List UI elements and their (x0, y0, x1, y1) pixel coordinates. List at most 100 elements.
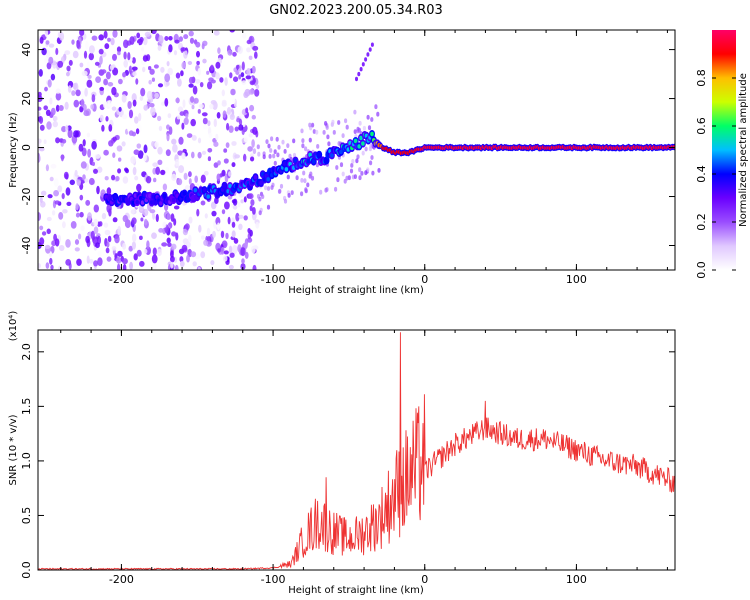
spectrogram-noise-cell (55, 92, 62, 101)
spectrogram-noise-cell (167, 242, 172, 247)
spectrogram-noise-cell (168, 126, 173, 135)
spectrogram-noise-cell (125, 168, 129, 174)
spectrogram-noise-cell (90, 230, 95, 240)
spectrogram-noise-cell (88, 52, 95, 61)
spectrogram-noise-cell (136, 32, 141, 39)
spectrogram-noise-cell (55, 47, 59, 56)
spectrogram-noise-cell (213, 118, 217, 128)
spectrogram-noise-cell (73, 99, 80, 108)
spectrogram-noise-cell (376, 111, 380, 117)
spectrogram-noise-cell (202, 117, 208, 125)
spectrogram-noise-cell (149, 209, 156, 214)
spectrogram-noise-cell (252, 207, 256, 215)
spectrogram-noise-cell (255, 221, 260, 229)
spectrogram-noise-cell (334, 186, 338, 192)
spectrogram-noise-cell (223, 158, 229, 164)
spectrogram-noise-cell (190, 251, 197, 258)
spectrogram-noise-cell (343, 178, 347, 184)
spectrogram-noise-cell (241, 80, 247, 85)
spectrogram-noise-cell (286, 143, 290, 149)
spectrogram-noise-cell (112, 217, 118, 223)
spectrogram-noise-cell (68, 59, 73, 66)
spectrogram-noise-cell (105, 71, 111, 80)
spectrogram-noise-cell (182, 99, 186, 108)
spectrogram-noise-cell (242, 32, 247, 39)
spectrogram-noise-cell (188, 234, 192, 243)
spectrogram-noise-cell (80, 225, 85, 231)
spectrogram-noise-cell (231, 230, 236, 238)
spectrogram-noise-cell (83, 110, 90, 117)
spectrogram-noise-cell (311, 122, 315, 128)
colorbar-strip (712, 30, 736, 270)
spectrogram-noise-cell (66, 201, 72, 206)
figure-title: GN02.2023.200.05.34.R03 (269, 3, 443, 18)
spectrogram-noise-cell (170, 255, 175, 263)
spectrogram-noise-cell (264, 185, 268, 191)
spectrogram-noise-cell (167, 113, 172, 119)
spectrogram-noise-cell (222, 255, 228, 262)
spectrogram-noise-cell (190, 96, 195, 103)
spectrogram-noise-cell (158, 228, 164, 233)
spectrogram-noise-cell (358, 167, 362, 173)
spectrogram-noise-cell (152, 162, 158, 167)
spectrogram-noise-cell (186, 133, 193, 139)
spectrogram-noise-cell (225, 232, 229, 240)
y-tick-label: 0 (20, 144, 33, 151)
spectrogram-noise-cell (165, 149, 171, 157)
spectrogram-noise-cell (360, 171, 364, 176)
spectrogram-noise-cell (72, 50, 79, 59)
spectrogram-noise-cell (51, 240, 57, 247)
spectrogram-noise-cell (207, 156, 211, 162)
spectrogram-noise-cell (200, 174, 206, 183)
spectrogram-noise-cell (366, 167, 370, 173)
spectrogram-noise-cell (207, 148, 213, 153)
spectrogram-noise-cell (192, 85, 198, 95)
spectrogram-noise-cell (86, 132, 91, 138)
spectrogram-noise-cell (203, 239, 209, 246)
spectrogram-noise-cell (252, 126, 258, 135)
spectrogram-noise-cell (153, 177, 157, 183)
spectrogram-noise-cell (183, 117, 189, 125)
spectrogram-noise-cell (183, 34, 189, 40)
spectrogram-noise-cell (332, 130, 336, 135)
spectrogram-noise-cell (306, 182, 310, 188)
y-tick-label: 0.5 (20, 507, 33, 525)
spectrogram-noise-cell (87, 212, 92, 221)
snr-y-ticks: 0.0 0.5 1.0 1.5 2.0 (20, 343, 675, 579)
spectrogram-noise-cell (174, 264, 179, 270)
spectrogram-noise-cell (55, 137, 60, 144)
spectrogram-noise-cell (370, 117, 374, 122)
spectrogram-noise-cell (235, 212, 240, 222)
spectrogram-noise-cell (50, 107, 56, 116)
spectrogram-noise-cell (281, 139, 285, 145)
spectrogram-noise-cell (58, 265, 62, 270)
spectrogram-noise-cell (139, 95, 144, 101)
spectrogram-noise-cell (62, 221, 66, 229)
colorbar-ticks: 0.0 0.2 0.4 0.6 0.8 (695, 69, 736, 279)
spectrogram-noise-cell (249, 80, 256, 86)
spectrogram-noise-cell (157, 159, 163, 165)
spectrogram-noise-cell (221, 209, 226, 215)
spectrogram-noise-cell (252, 264, 257, 270)
spectrogram-noise-cell (227, 49, 233, 56)
spectrogram-noise-cell (107, 82, 114, 87)
spectrogram-noise-cell (58, 105, 64, 111)
spectrogram-noise-cell (39, 196, 43, 204)
spectrogram-noise-cell (199, 82, 204, 88)
spectrogram-noise-cell (170, 213, 175, 222)
spectrogram-noise-cell (110, 37, 115, 46)
spectrogram-noise-cell (171, 231, 177, 237)
spectrogram-noise-cell (74, 239, 80, 245)
spectrogram-noise-cell (51, 210, 56, 216)
spectrogram-noise-cell (250, 156, 255, 162)
spectrogram-noise-cell (134, 42, 139, 47)
spectrogram-noise-cell (190, 118, 196, 127)
spectrogram-noise-cell (254, 51, 258, 59)
spectrogram-noise-cell (228, 245, 233, 254)
spectrogram-noise-cell (177, 106, 184, 113)
spectrogram-noise-cell (247, 146, 253, 152)
spectrogram-noise-cell (128, 130, 134, 136)
spectrogram-noise-cell (44, 86, 48, 92)
spectrogram-noise-cell (81, 90, 85, 100)
spectrogram-noise-cell (246, 47, 251, 53)
